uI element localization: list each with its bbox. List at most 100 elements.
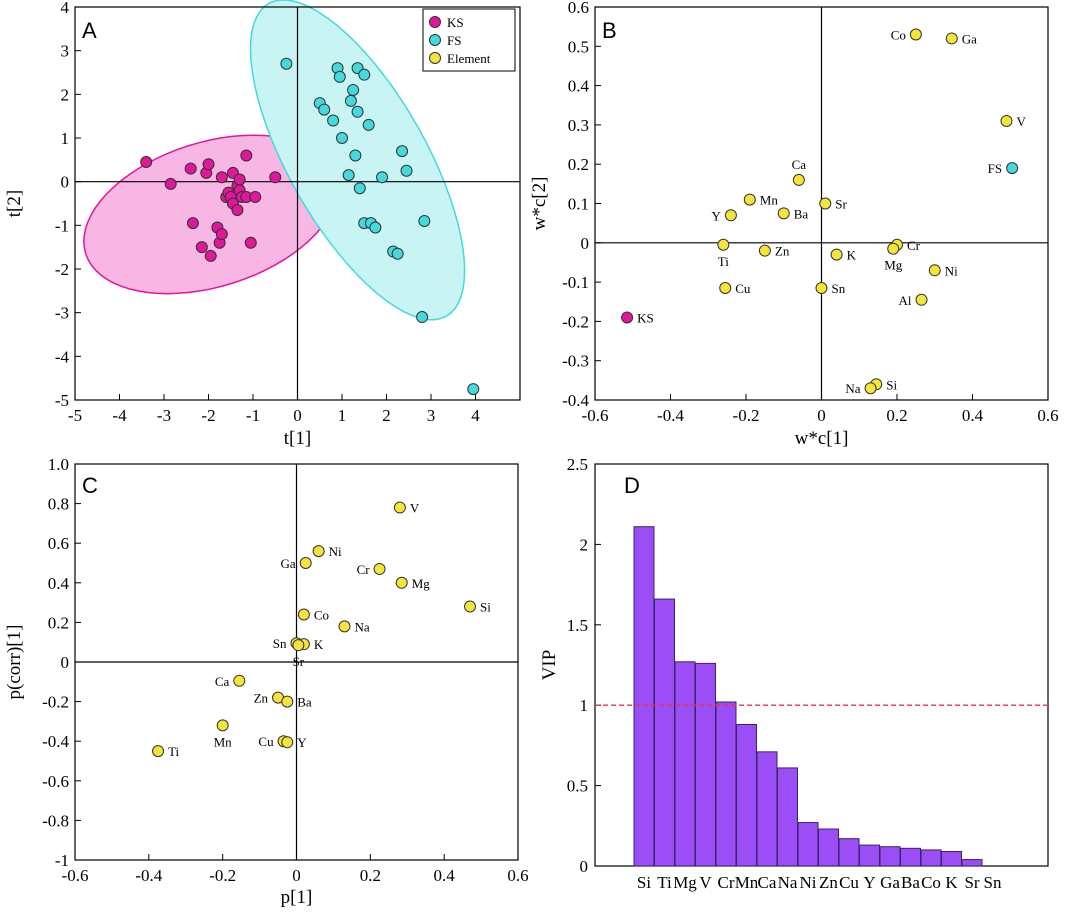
- point-fs: [358, 68, 371, 81]
- x-tick-label: 0.4: [434, 866, 456, 885]
- x-tick-label: 0.4: [962, 406, 984, 425]
- point-label-ga: Ga: [962, 31, 977, 46]
- point-label-ba: Ba: [794, 206, 809, 221]
- y-tick-label: 0.6: [48, 534, 69, 553]
- y-tick-label: 0: [61, 653, 70, 672]
- x-tick-label: 0: [293, 406, 302, 425]
- bar-label-ni: Ni: [800, 873, 817, 892]
- y-tick-label: -0.2: [42, 693, 69, 712]
- bar-label-ga: Ga: [880, 873, 900, 892]
- point-ni: [928, 264, 941, 277]
- point-label-al: Al: [899, 293, 912, 308]
- bar-k: [941, 851, 962, 867]
- bar-label-mn: Mn: [735, 873, 759, 892]
- y-tick-label: -0.4: [42, 732, 69, 751]
- point-na: [864, 382, 877, 395]
- point-fs: [353, 182, 366, 195]
- bar-na: [777, 767, 798, 867]
- bar-ba: [900, 847, 921, 867]
- point-ba: [281, 695, 294, 708]
- point-label-si: Si: [886, 377, 897, 392]
- point-ti: [152, 745, 165, 758]
- bar-label-k: K: [945, 873, 958, 892]
- point-fs: [347, 83, 360, 96]
- point-fs: [391, 247, 404, 260]
- point-ks: [184, 162, 197, 175]
- x-tick-label: -0.2: [209, 866, 236, 885]
- point-ks: [233, 173, 246, 186]
- point-label-ti: Ti: [168, 744, 179, 759]
- point-ni: [312, 545, 325, 558]
- bar-label-v: V: [699, 873, 712, 892]
- point-y: [281, 736, 294, 749]
- point-label-sr: Sr: [835, 197, 847, 212]
- point-label-ga: Ga: [281, 556, 296, 571]
- y-tick-label: 0.3: [568, 116, 589, 135]
- panel-c: -0.6 -0.4 -0.2 0 0.2 0.4 0.6 -1 -0.8 -0.6 -0.4 -0.2…: [4, 455, 529, 908]
- point-ks: [164, 177, 177, 190]
- y-tick-label: -1: [55, 851, 69, 870]
- point-cr: [373, 562, 386, 575]
- bar-cr: [715, 701, 737, 867]
- x-axis-title: w*c[1]: [795, 428, 849, 449]
- point-cu: [719, 281, 732, 294]
- point-ks: [186, 217, 199, 230]
- point-ga: [299, 557, 312, 569]
- panel-letter: D: [624, 473, 640, 498]
- point-fs: [362, 118, 375, 131]
- bar-label-y: Y: [863, 873, 875, 892]
- point-ti: [717, 238, 730, 251]
- bar-si: [633, 526, 655, 867]
- y-tick-label: 1: [61, 129, 70, 148]
- point-label-y: Y: [712, 208, 722, 223]
- point-ks: [204, 249, 217, 262]
- y-tick-label: -4: [55, 347, 70, 366]
- point-label-sn: Sn: [832, 281, 846, 296]
- bar-mn: [736, 723, 757, 867]
- x-tick-label: -4: [112, 406, 127, 425]
- point-label-ca: Ca: [215, 674, 230, 689]
- point-ks: [269, 171, 282, 184]
- panel-d: 0 0.5 1 1.5 2 2.5 Si Ti Mg V Cr Mn Ca Na Ni Zn Cu Y Ga Ba Co…: [539, 455, 1049, 892]
- point-fs: [418, 214, 431, 227]
- bar-ca: [756, 751, 778, 867]
- x-tick-label: -0.6: [62, 866, 89, 885]
- x-tick-label: 0.2: [360, 866, 381, 885]
- x-tick-label: -3: [157, 406, 171, 425]
- y-tick-label: 0.5: [567, 777, 588, 796]
- y-tick-label: -0.4: [562, 391, 589, 410]
- y-tick-label: -2: [55, 260, 69, 279]
- y-tick-label: 0: [61, 173, 70, 192]
- legend-label-ks: KS: [447, 15, 464, 30]
- point-v: [1000, 114, 1013, 127]
- legend-marker-fs: [429, 34, 441, 46]
- bar-label-cu: Cu: [839, 873, 859, 892]
- legend-marker-element: [429, 52, 441, 64]
- point-fs: [369, 221, 382, 234]
- y-tick-label: -0.6: [42, 772, 69, 791]
- bar-label-sr: Sr: [964, 873, 979, 892]
- point-label-k: K: [314, 637, 324, 652]
- point-label-y: Y: [297, 735, 307, 750]
- point-label-cu: Cu: [735, 281, 751, 296]
- x-tick-label: 4: [471, 406, 480, 425]
- point-label-zn: Zn: [254, 691, 269, 706]
- panel-letter: A: [82, 18, 97, 43]
- bar-label-cr: Cr: [718, 873, 735, 892]
- x-tick-label: -0.6: [582, 406, 609, 425]
- bar-label-ti: Ti: [657, 873, 672, 892]
- y-tick-label: 0.1: [568, 195, 589, 214]
- point-label-co: Co: [891, 28, 906, 43]
- point-ks: [231, 204, 244, 217]
- point-fs: [342, 169, 355, 182]
- point-zn: [758, 244, 771, 257]
- bar-ni: [797, 822, 819, 867]
- bar-v: [695, 662, 716, 867]
- y-tick-label: 1.0: [48, 455, 69, 474]
- point-mg: [887, 242, 900, 255]
- point-label-ti: Ti: [718, 254, 729, 269]
- x-axis-title: t[1]: [284, 428, 311, 449]
- point-label-cr: Cr: [357, 562, 371, 577]
- y-tick-label: 2: [61, 85, 70, 104]
